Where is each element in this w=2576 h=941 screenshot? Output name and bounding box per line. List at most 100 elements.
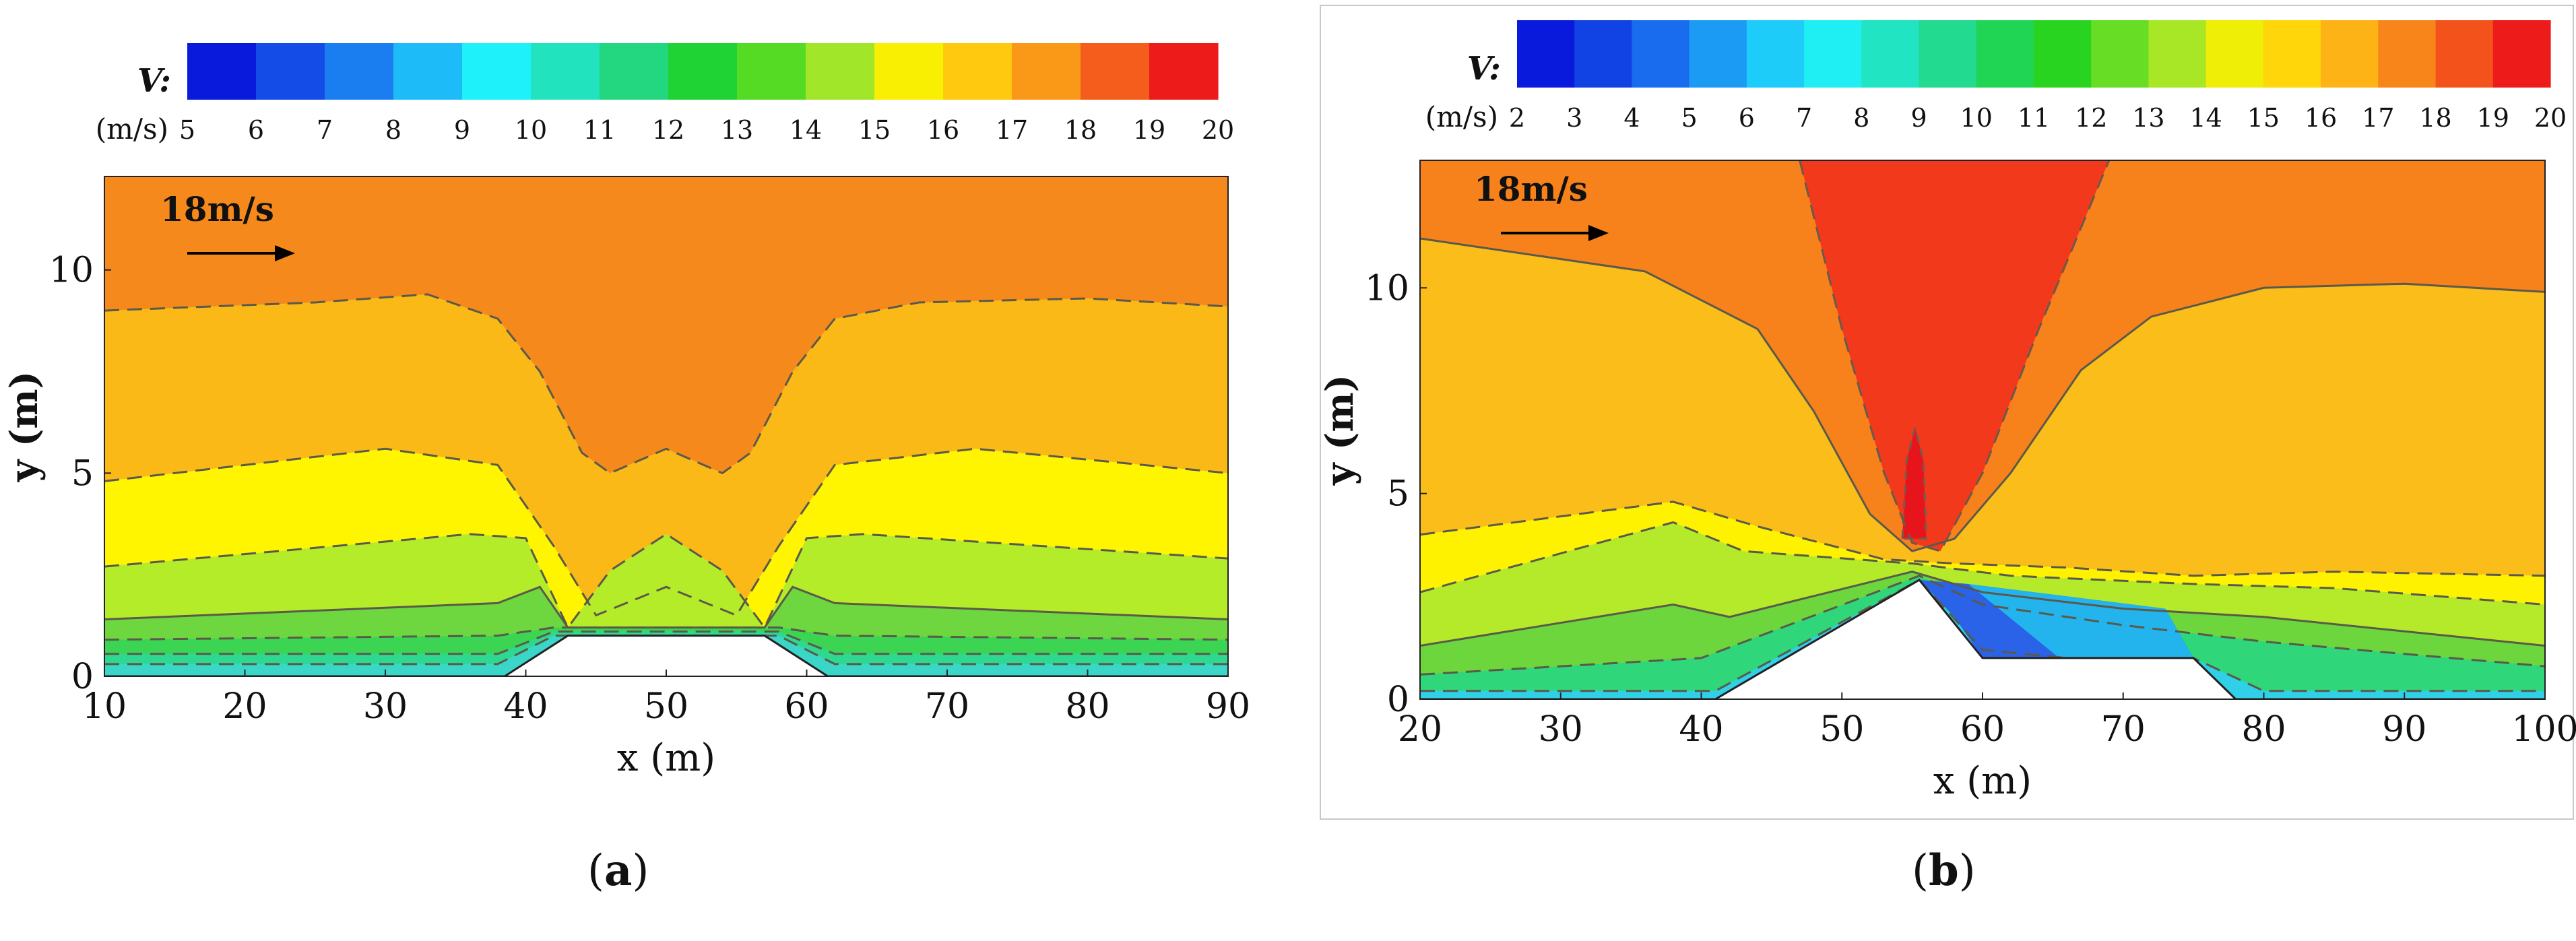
colorbar-tick-label: 10	[1960, 103, 1993, 133]
x-axis-label: x (m)	[1933, 759, 2032, 803]
colorbar-tick-label: 16	[927, 115, 959, 145]
colorbar-segment	[1574, 20, 1633, 88]
colorbar-tick-label: 8	[385, 115, 401, 145]
x-tick-label: 70	[2101, 709, 2146, 750]
x-axis-label: x (m)	[617, 736, 715, 780]
wind-speed-label: 18m/s	[1474, 169, 1588, 209]
colorbar-segment	[943, 43, 1012, 100]
colorbar-segment	[2091, 20, 2150, 88]
terrain-outline	[104, 635, 1228, 676]
colorbar-tick-label: 6	[248, 115, 264, 145]
colorbar-segment	[1689, 20, 1747, 88]
colorbar-tick-label: 3	[1566, 103, 1582, 133]
x-tick-label: 50	[644, 686, 688, 727]
x-tick-label: 90	[1206, 686, 1250, 727]
colorbar-tick-label: 11	[2018, 103, 2050, 133]
colorbar-tick-label: 9	[1910, 103, 1927, 133]
x-tick-label: 80	[1065, 686, 1109, 727]
colorbar-segment	[2378, 20, 2437, 88]
colorbar-tick-label: 5	[1681, 103, 1698, 133]
colorbar-segment	[600, 43, 669, 100]
y-tick-label: 5	[1387, 474, 1409, 515]
colorbar-segment	[1861, 20, 1920, 88]
y-tick-label: 10	[49, 251, 94, 291]
colorbar-segment	[2205, 20, 2264, 88]
colorbar-tick-label: 15	[2247, 103, 2280, 133]
y-axis-label: y (m)	[2, 371, 46, 482]
colorbar-segment	[1632, 20, 1690, 88]
colorbar-segment	[2435, 20, 2494, 88]
colorbar-segment	[668, 43, 738, 100]
colorbar-tick-label: 14	[790, 115, 822, 145]
x-tick-label: 60	[1960, 709, 2005, 750]
colorbar-segment	[256, 43, 325, 100]
colorbar-tick-label: 17	[2362, 103, 2394, 133]
contour-line	[1420, 521, 2545, 606]
subfigure-label-a: (a)	[587, 845, 649, 896]
x-tick-label: 20	[222, 686, 267, 727]
colorbar-tick-label: 14	[2189, 103, 2222, 133]
colorbar-title: V:	[137, 62, 171, 100]
colorbar-segment	[737, 43, 806, 100]
contour-line	[104, 533, 1228, 630]
x-tick-label: 60	[784, 686, 829, 727]
colorbar-tick-label: 16	[2305, 103, 2337, 133]
colorbar-tick-label: 9	[454, 115, 470, 145]
colorbar-segment	[2492, 20, 2551, 88]
colorbar-segment	[1746, 20, 1805, 88]
colorbar-segment	[2148, 20, 2207, 88]
x-tick-label: 80	[2241, 709, 2286, 750]
colorbar-tick-label: 15	[858, 115, 891, 145]
colorbar-tick-label: 7	[317, 115, 333, 145]
subfigure-label-b: (b)	[1912, 845, 1976, 896]
colorbar-tick-label: 19	[2477, 103, 2509, 133]
contour-line	[1420, 500, 2545, 577]
x-tick-label: 30	[363, 686, 408, 727]
colorbar-tick-label: 5	[179, 115, 195, 145]
x-tick-label: 40	[503, 686, 548, 727]
colorbar-tick-label: 8	[1853, 103, 1869, 133]
colorbar-segment	[393, 43, 463, 100]
y-tick-label: 10	[1365, 268, 1409, 309]
colorbar-segment	[806, 43, 875, 100]
terrain-outline	[1420, 578, 2545, 699]
plot-area	[104, 176, 1228, 676]
panel-a: 5 6 7 8 9 10 11 12 13 14 15 16 17 18 19 20 V: (m/s) 10 20 30…	[0, 0, 1280, 941]
terrain-obstacle	[104, 635, 1228, 676]
colorbar-unit: (m/s)	[1425, 100, 1498, 133]
wind-arrow-head	[1588, 225, 1609, 241]
colorbar-tick-label: 4	[1623, 103, 1640, 133]
colorbar-segment	[1517, 20, 1575, 88]
colorbar-tick-label: 6	[1739, 103, 1755, 133]
plot-area	[1420, 160, 2545, 699]
y-tick-label: 0	[71, 657, 94, 697]
colorbar-segment	[1149, 43, 1219, 100]
colorbar-tick-label: 20	[2534, 103, 2567, 133]
x-tick-label: 30	[1539, 709, 1583, 750]
colorbar-title: V:	[1467, 50, 1501, 88]
colorbar-tick-label: 19	[1133, 115, 1165, 145]
wind-arrow-head	[275, 245, 295, 261]
colorbar-tick-label: 17	[996, 115, 1028, 145]
figure-frame	[1320, 5, 2574, 820]
x-tick-label: 70	[925, 686, 969, 727]
contour-line	[104, 447, 1228, 617]
contour-line	[1420, 575, 2545, 676]
contour-chart-b: 2 3 4 5 6 7 8 9 10 11 12 13 14 15 16 17 18 19 20 V: (m/s) 20 3…	[1318, 5, 2576, 820]
colorbar-segment	[1804, 20, 1862, 88]
colorbar-segment	[1976, 20, 2034, 88]
contour-line	[104, 293, 1228, 475]
colorbar-segment	[2321, 20, 2379, 88]
colorbar-segment	[1012, 43, 1081, 100]
colorbar-segment	[1081, 43, 1150, 100]
x-tick-label: 20	[1398, 709, 1442, 750]
contour-line	[1420, 579, 2545, 692]
contour-line-plume	[1799, 160, 2111, 552]
colorbar-tick-label: 12	[652, 115, 684, 145]
colorbar-segment	[187, 43, 257, 100]
y-tick-label: 5	[71, 453, 94, 494]
colorbar-tick-label: 18	[2419, 103, 2451, 133]
contour-line	[1420, 237, 2545, 552]
colorbar-tick-label: 10	[515, 115, 547, 145]
y-tick-label: 0	[1387, 680, 1409, 720]
